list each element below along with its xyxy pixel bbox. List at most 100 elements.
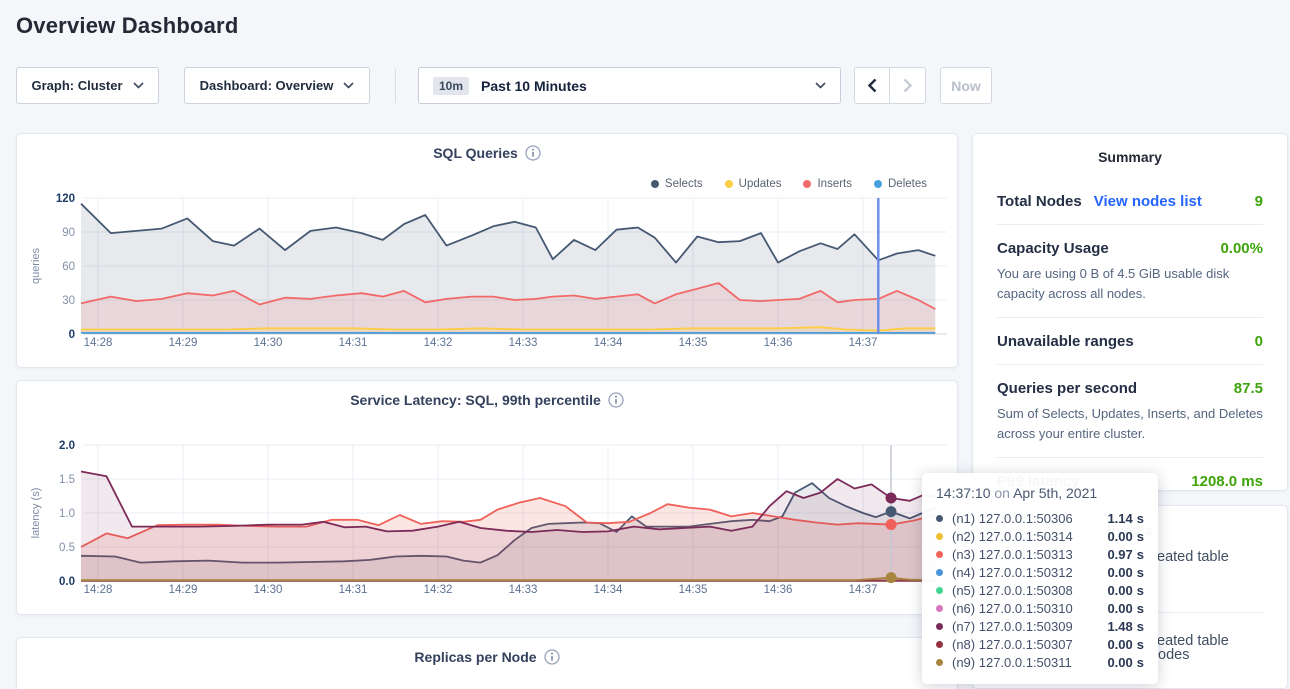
series-color-dot <box>936 641 943 648</box>
info-icon[interactable] <box>544 649 560 665</box>
tooltip-node-unit: s <box>1137 655 1144 670</box>
tooltip-row: (n9) 127.0.0.1:503110.00 s <box>936 653 1144 671</box>
tooltip-node-value: 1.48 <box>1107 619 1132 634</box>
svg-text:14:35: 14:35 <box>679 584 708 596</box>
tooltip-row: (n8) 127.0.0.1:503070.00s <box>936 635 1144 653</box>
svg-text:2.0: 2.0 <box>59 440 75 452</box>
tooltip-node-value: 0.00 <box>1107 565 1132 580</box>
series-color-dot <box>936 569 943 576</box>
tooltip-row: (n6) 127.0.0.1:503100.00s <box>936 599 1144 617</box>
time-range-dropdown[interactable]: 10m Past 10 Minutes <box>418 67 841 104</box>
view-nodes-list-link[interactable]: View nodes list <box>1094 193 1202 210</box>
summary-rows: Total Nodes View nodes list 9 Capacity U… <box>997 178 1263 504</box>
svg-text:latency (s): latency (s) <box>30 488 42 539</box>
svg-text:14:36: 14:36 <box>764 337 793 349</box>
tooltip-node-unit: s <box>1137 601 1144 616</box>
tooltip-node-unit: s <box>1137 637 1144 652</box>
summary-row-label: Unavailable ranges <box>997 333 1134 350</box>
series-color-dot <box>936 659 943 666</box>
summary-row-total-nodes: Total Nodes View nodes list 9 <box>997 178 1263 225</box>
event-row-text-fragment: eated table <box>1157 549 1229 565</box>
tooltip-row: (n5) 127.0.0.1:503080.00 s <box>936 581 1144 599</box>
chevron-right-icon <box>903 78 912 93</box>
tooltip-node-label: (n8) 127.0.0.1:50307 <box>952 637 1107 652</box>
tooltip-node-label: (n4) 127.0.0.1:50312 <box>952 565 1107 580</box>
tooltip-node-label: (n2) 127.0.0.1:50314 <box>952 529 1107 544</box>
svg-text:14:36: 14:36 <box>764 584 793 596</box>
tooltip-node-label: (n7) 127.0.0.1:50309 <box>952 619 1107 634</box>
tooltip-row: (n1) 127.0.0.1:503061.14s <box>936 509 1144 527</box>
series-color-dot <box>936 623 943 630</box>
tooltip-node-label: (n9) 127.0.0.1:50311 <box>952 655 1107 670</box>
tooltip-node-value: 1.14 <box>1107 511 1132 526</box>
svg-text:0.0: 0.0 <box>59 576 75 588</box>
chevron-left-icon <box>868 78 877 93</box>
summary-row-label: Capacity Usage <box>997 240 1109 257</box>
tooltip-node-label: (n5) 127.0.0.1:50308 <box>952 583 1107 598</box>
svg-text:14:29: 14:29 <box>169 584 198 596</box>
svg-text:1.0: 1.0 <box>59 508 75 520</box>
tooltip-node-unit: s <box>1137 565 1144 580</box>
sql-queries-chart[interactable]: 030609012014:2814:2914:3014:3114:3214:33… <box>17 134 959 369</box>
tooltip-node-label: (n3) 127.0.0.1:50313 <box>952 547 1107 562</box>
summary-row-label: Queries per second <box>997 380 1137 397</box>
svg-text:14:31: 14:31 <box>339 584 368 596</box>
service-latency-chart[interactable]: 0.00.51.01.52.014:2814:2914:3014:3114:32… <box>17 381 959 616</box>
svg-text:14:37: 14:37 <box>849 584 878 596</box>
tooltip-time: 14:37:10 <box>936 485 991 501</box>
series-color-dot <box>936 551 943 558</box>
tooltip-row: (n3) 127.0.0.1:503130.97 s <box>936 545 1144 563</box>
chevron-down-icon <box>133 82 144 89</box>
tooltip-node-value: 0.97 <box>1107 547 1132 562</box>
svg-text:14:28: 14:28 <box>84 584 113 596</box>
tooltip-node-value: 0.00 <box>1107 655 1132 670</box>
svg-text:120: 120 <box>56 193 75 205</box>
series-color-dot <box>936 587 943 594</box>
tooltip-node-unit: s <box>1137 547 1144 562</box>
svg-text:14:33: 14:33 <box>509 584 538 596</box>
summary-title: Summary <box>973 149 1287 165</box>
tooltip-date: Apr 5th, 2021 <box>1013 485 1097 501</box>
overview-dashboard-page: Overview Dashboard Graph: Cluster Dashbo… <box>0 0 1290 689</box>
summary-row-desc: You are using 0 B of 4.5 GiB usable disk… <box>997 264 1263 303</box>
series-color-dot <box>936 605 943 612</box>
svg-text:0: 0 <box>69 329 75 341</box>
summary-row-capacity-usage: Capacity Usage 0.00% You are using 0 B o… <box>997 225 1263 318</box>
prev-time-button[interactable] <box>854 67 890 104</box>
summary-row-value: 87.5 <box>1234 380 1263 397</box>
now-button[interactable]: Now <box>940 67 992 104</box>
summary-row-value: 9 <box>1255 193 1263 210</box>
chevron-down-icon <box>815 82 826 89</box>
summary-row-value: 0 <box>1255 333 1263 350</box>
summary-row-label: Total Nodes <box>997 193 1082 210</box>
tooltip-timestamp: 14:37:10 on Apr 5th, 2021 <box>936 485 1144 501</box>
tooltip-node-unit: s <box>1137 583 1144 598</box>
summary-row-value: 1208.0 ms <box>1191 473 1263 490</box>
summary-card: Summary Total Nodes View nodes list 9 Ca… <box>972 133 1288 491</box>
tooltip-node-unit: s <box>1137 529 1144 544</box>
graph-dropdown[interactable]: Graph: Cluster <box>16 67 159 104</box>
summary-row-unavailable-ranges: Unavailable ranges 0 <box>997 318 1263 365</box>
next-time-button[interactable] <box>890 67 926 104</box>
svg-text:30: 30 <box>62 295 75 307</box>
svg-text:14:29: 14:29 <box>169 337 198 349</box>
tooltip-node-value: 0.00 <box>1107 583 1132 598</box>
event-row-text-fragment: odes <box>1158 647 1189 663</box>
summary-row-queries-per-second: Queries per second 87.5 Sum of Selects, … <box>997 365 1263 458</box>
dashboard-dropdown[interactable]: Dashboard: Overview <box>184 67 370 104</box>
time-range-badge: 10m <box>433 77 469 95</box>
toolbar-divider <box>395 69 396 103</box>
tooltip-node-label: (n6) 127.0.0.1:50310 <box>952 601 1107 616</box>
now-button-label: Now <box>951 78 981 94</box>
time-nav-group <box>854 67 926 104</box>
svg-text:0.5: 0.5 <box>59 542 75 554</box>
tooltip-rows: (n1) 127.0.0.1:503061.14s (n2) 127.0.0.1:… <box>936 509 1144 671</box>
svg-text:queries: queries <box>30 247 42 284</box>
replicas-per-node-card: Replicas per Node <box>16 637 958 689</box>
series-color-dot <box>936 515 943 522</box>
tooltip-node-unit: s <box>1137 619 1144 634</box>
svg-text:14:34: 14:34 <box>594 584 623 596</box>
graph-dropdown-label: Graph: Cluster <box>31 78 122 93</box>
chevron-down-icon <box>343 82 354 89</box>
svg-text:14:32: 14:32 <box>424 584 453 596</box>
